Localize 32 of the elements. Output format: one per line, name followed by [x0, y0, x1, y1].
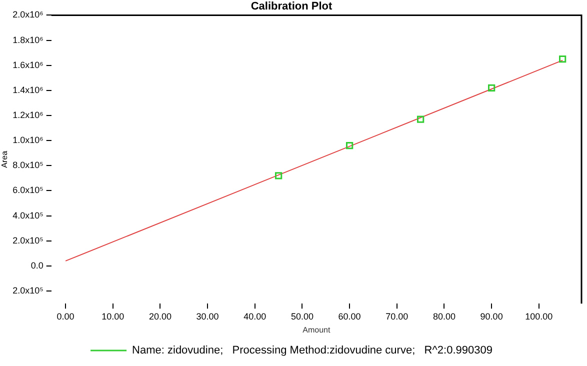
point	[274, 172, 282, 180]
point	[416, 116, 424, 123]
x-tick-label: 70.00	[386, 311, 408, 322]
y-tick-label: 1.6x10⁶	[12, 60, 44, 70]
point	[488, 84, 496, 92]
x-tick-label: 30.00	[196, 311, 219, 322]
y-tick-label: 1.8x10⁶	[12, 34, 44, 45]
x-tick-label: 10.00	[102, 311, 124, 322]
legend-label: Name: zidovudine; Processing Method:zidovudine curve; R^2:0.990309	[132, 344, 492, 357]
y-axis-title: Area	[0, 150, 10, 168]
y-tick-label: 8.0x10⁵	[12, 160, 44, 170]
y-tick-label: 0.0	[30, 260, 44, 270]
point	[346, 142, 354, 150]
chart-title: Calibration Plot	[250, 0, 332, 13]
y-tick-label: 2.0x10⁶	[12, 10, 44, 20]
y-tick-label: 6.0x10⁵	[12, 185, 44, 196]
x-axis-title: Amount	[302, 325, 331, 334]
y-tick-label: 1.2x10⁶	[12, 110, 44, 120]
x-tick-label: 20.00	[148, 311, 172, 322]
y-tick-label: 2.0x10⁵	[12, 286, 44, 296]
y-tick-label: 4.0x10⁵	[12, 210, 44, 220]
y-tick-label: 2.0x10⁵	[12, 235, 44, 246]
x-tick-label: 0.00	[56, 311, 74, 322]
x-tick-label: 50.00	[290, 311, 314, 322]
x-tick-label: 80.00	[432, 311, 456, 322]
x-tick-label: 40.00	[244, 311, 266, 322]
x-tick-label: 90.00	[480, 311, 503, 322]
y-tick-label: 1.4x10⁶	[12, 84, 44, 95]
x-tick-label: 60.00	[338, 311, 361, 322]
x-tick-label: 100.00	[525, 311, 553, 322]
y-tick-label: 1.0x10⁶	[12, 135, 44, 146]
point	[558, 56, 566, 63]
